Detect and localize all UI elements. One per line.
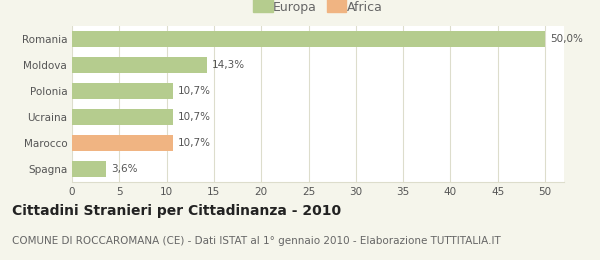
Legend: Europa, Africa: Europa, Africa (251, 0, 385, 17)
Bar (72, 160, 106, 177)
Bar (72, 83, 173, 100)
Bar (72, 57, 208, 74)
Bar (72, 135, 173, 151)
Bar (72, 109, 173, 126)
Text: COMUNE DI ROCCAROMANA (CE) - Dati ISTAT al 1° gennaio 2010 - Elaborazione TUTTIT: COMUNE DI ROCCAROMANA (CE) - Dati ISTAT … (12, 236, 501, 246)
Text: 50,0%: 50,0% (550, 34, 583, 44)
Text: 14,3%: 14,3% (212, 60, 245, 70)
Text: 10,7%: 10,7% (178, 112, 211, 122)
Bar (72, 31, 545, 48)
Text: Cittadini Stranieri per Cittadinanza - 2010: Cittadini Stranieri per Cittadinanza - 2… (12, 204, 341, 218)
Text: 10,7%: 10,7% (178, 86, 211, 96)
Text: 10,7%: 10,7% (178, 138, 211, 148)
Text: 3,6%: 3,6% (111, 164, 137, 174)
